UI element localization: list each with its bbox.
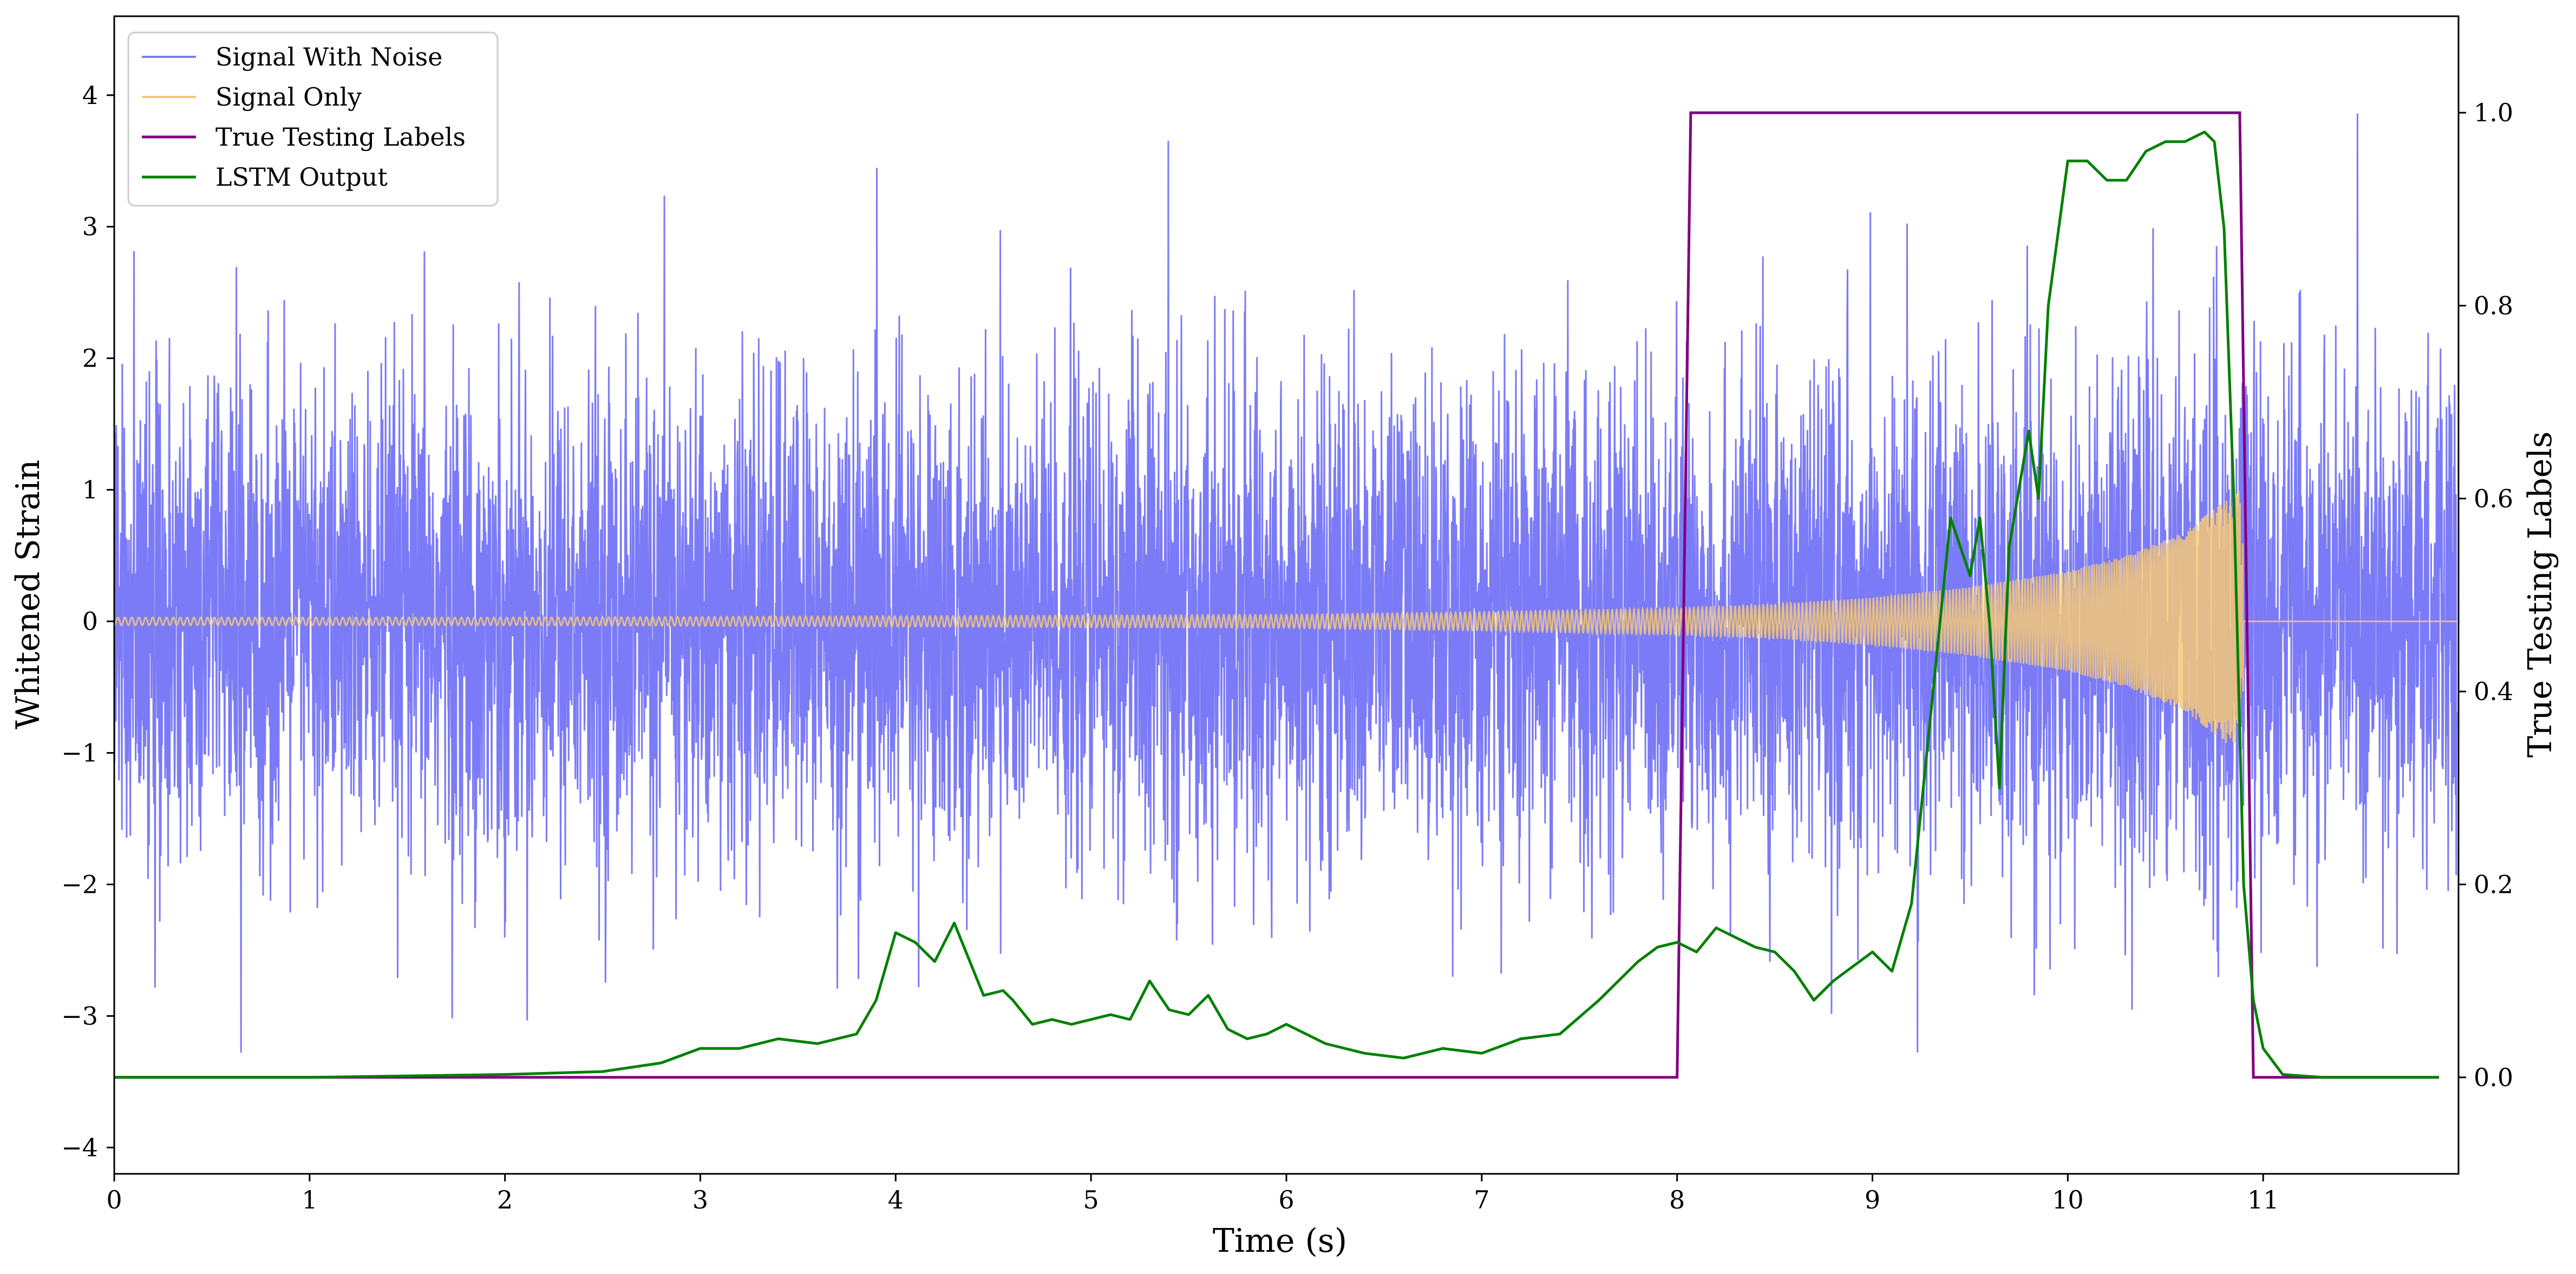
x-tick-label: 0 (106, 1185, 122, 1214)
y2-tick-label: 0.2 (2474, 870, 2513, 899)
y2-axis-title: True Testing Labels (2521, 432, 2559, 758)
y-axis-title: Whitened Strain (9, 460, 47, 729)
series-lstm-output (114, 130, 2439, 1079)
y-tick-label: 1 (82, 475, 98, 505)
y-tick-label: −3 (61, 1001, 98, 1030)
y-axis-left: −4 −3 −2 −1 0 1 2 3 4 (61, 81, 114, 1162)
y-tick-label: −2 (61, 870, 98, 899)
y2-tick-label: 0.4 (2474, 677, 2513, 706)
x-axis-title: Time (s) (1213, 1222, 1347, 1260)
x-tick-label: 9 (1865, 1185, 1880, 1214)
lstm-output-line (114, 130, 2439, 1079)
legend-label: LSTM Output (215, 162, 388, 192)
legend-label: Signal With Noise (215, 42, 442, 71)
y-axis-right: 0.0 0.2 0.4 0.6 0.8 1.0 (2459, 98, 2513, 1092)
x-tick-label: 8 (1669, 1185, 1685, 1214)
y-tick-label: 4 (82, 81, 98, 110)
series-true-testing-labels (114, 111, 2439, 1079)
y-tick-label: 0 (82, 607, 98, 636)
y-tick-label: −4 (61, 1133, 98, 1162)
x-tick-label: 4 (888, 1185, 904, 1214)
signal-with-noise-line (114, 113, 2457, 1053)
x-tick-label: 11 (2247, 1185, 2279, 1214)
legend-box (127, 31, 499, 207)
plot-area (114, 111, 2457, 1079)
y-tick-label: −1 (61, 739, 98, 768)
legend-label: True Testing Labels (215, 122, 466, 152)
x-tick-label: 3 (692, 1185, 708, 1214)
x-tick-label: 1 (302, 1185, 317, 1214)
y2-tick-label: 1.0 (2474, 98, 2513, 127)
legend-label: Signal Only (215, 82, 362, 112)
y2-tick-label: 0.8 (2474, 291, 2513, 321)
x-tick-label: 6 (1278, 1185, 1294, 1214)
signal-only-line (114, 491, 2457, 749)
x-axis: 0 1 2 3 4 5 6 7 8 9 10 11 (106, 1174, 2279, 1214)
y-tick-label: 3 (82, 212, 98, 241)
true-testing-labels-line (114, 111, 2439, 1079)
series-signal-only (114, 491, 2457, 749)
series-signal-with-noise (114, 113, 2457, 1053)
x-tick-label: 7 (1474, 1185, 1489, 1214)
legend: Signal With Noise Signal Only True Testing… (127, 31, 499, 207)
x-tick-label: 2 (497, 1185, 513, 1214)
y-tick-label: 2 (82, 344, 98, 373)
x-tick-label: 10 (2052, 1185, 2084, 1214)
y2-tick-label: 0.6 (2474, 484, 2513, 513)
y2-tick-label: 0.0 (2474, 1063, 2513, 1092)
x-tick-label: 5 (1083, 1185, 1099, 1214)
